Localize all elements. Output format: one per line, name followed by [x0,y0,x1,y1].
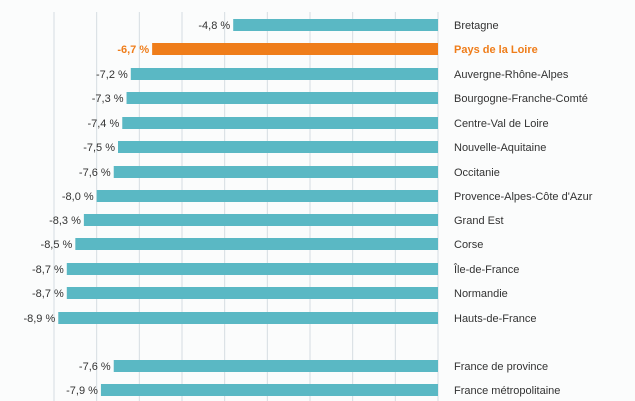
bar [152,43,438,55]
category-label: Provence-Alpes-Côte d'Azur [454,191,593,203]
category-label: Centre-Val de Loire [454,118,549,130]
value-label: -8,3 % [49,215,81,227]
value-label: -8,7 % [32,288,64,300]
category-label: France de province [454,361,548,373]
bar [126,92,439,104]
value-label: -6,7 % [117,44,149,56]
bar [113,360,438,372]
category-label: Grand Est [454,215,504,227]
category-label: Bretagne [454,20,499,32]
bar [118,141,438,153]
category-label: France métropolitaine [454,385,560,397]
value-label: -8,0 % [62,191,94,203]
category-label: Occitanie [454,167,500,179]
value-label: -8,7 % [32,264,64,276]
bar [96,190,439,202]
value-label: -4,8 % [198,20,230,32]
category-label: Bourgogne-Franche-Comté [454,93,588,105]
value-label: -7,6 % [79,361,111,373]
bar [100,384,438,396]
bar [66,287,439,299]
value-label: -8,9 % [23,313,55,325]
bar [130,68,439,80]
bar [66,263,439,275]
bar [58,312,439,324]
value-label: -7,9 % [66,385,98,397]
labels: -4,8 % Bretagne -6,7 % Pays de la Loire -7,2… [23,20,592,397]
bar [83,214,438,226]
category-label: Auvergne-Rhône-Alpes [454,69,569,81]
value-label: -7,3 % [92,93,124,105]
category-label: Pays de la Loire [454,44,538,56]
value-label: -7,4 % [87,118,119,130]
category-label: Normandie [454,288,508,300]
category-label: Corse [454,239,483,251]
bars [58,19,439,396]
bar [75,238,438,250]
bar [233,19,438,31]
category-label: Hauts-de-France [454,313,537,325]
value-label: -7,2 % [96,69,128,81]
value-label: -7,6 % [79,167,111,179]
value-label: -7,5 % [83,142,115,154]
bar [113,166,438,178]
category-label: Île-de-France [453,263,519,276]
bar [122,117,439,129]
category-label: Nouvelle-Aquitaine [454,142,546,154]
value-label: -8,5 % [41,239,73,251]
